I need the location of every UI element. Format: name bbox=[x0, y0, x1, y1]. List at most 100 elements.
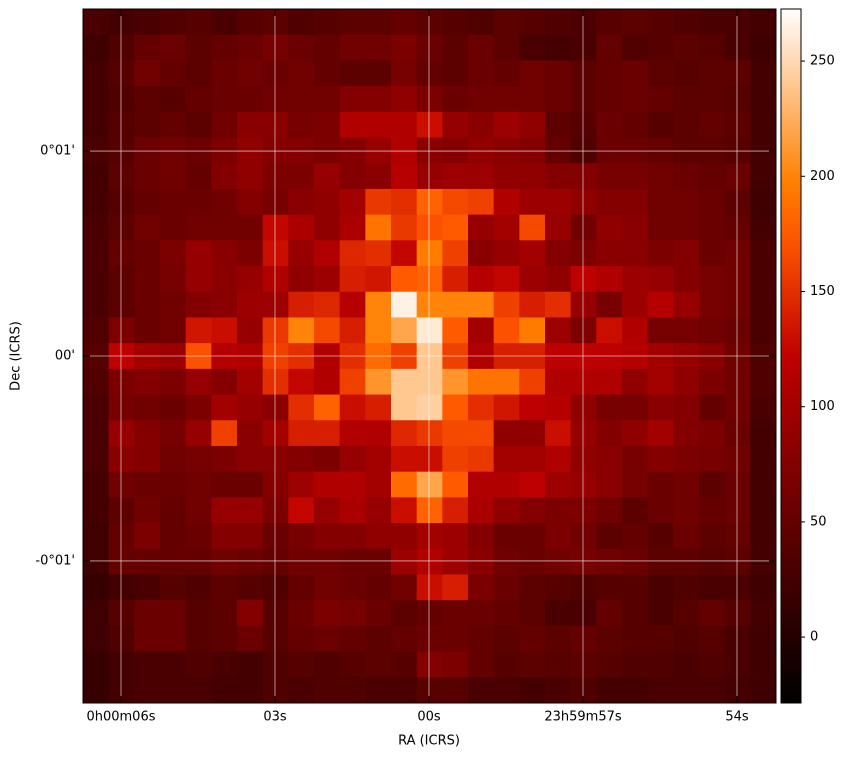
heatmap-cell bbox=[673, 497, 700, 524]
heatmap-cell bbox=[339, 368, 366, 396]
heatmap-cell bbox=[750, 651, 777, 678]
heatmap-cell bbox=[83, 394, 110, 421]
heatmap-cell bbox=[622, 420, 649, 447]
heatmap-cell bbox=[416, 214, 443, 241]
heatmap-cell bbox=[391, 266, 418, 293]
heatmap-cell bbox=[237, 523, 264, 550]
heatmap-cell bbox=[160, 163, 187, 190]
heatmap-cell bbox=[545, 137, 572, 164]
heatmap-cell bbox=[134, 625, 161, 653]
heatmap-cell bbox=[570, 394, 597, 421]
heatmap-cell bbox=[185, 625, 212, 653]
heatmap-cell bbox=[519, 163, 546, 190]
heatmap-cell bbox=[647, 34, 674, 61]
heatmap-cell bbox=[442, 523, 469, 550]
heatmap-cell bbox=[750, 163, 777, 190]
x-tick-label: 0h00m06s bbox=[86, 710, 155, 725]
heatmap-cell bbox=[622, 111, 649, 139]
heatmap-cell bbox=[108, 86, 135, 113]
colorbar-tick-label: 200 bbox=[810, 169, 835, 184]
heatmap-cell bbox=[262, 111, 289, 139]
heatmap-cell bbox=[185, 600, 212, 627]
heatmap-cell bbox=[468, 214, 495, 241]
heatmap-cell bbox=[134, 394, 161, 421]
heatmap-cell bbox=[83, 317, 110, 344]
heatmap-cell bbox=[288, 651, 315, 678]
heatmap-cell bbox=[750, 548, 777, 575]
heatmap-cell bbox=[365, 625, 392, 653]
heatmap-cell bbox=[468, 548, 495, 575]
heatmap-cell bbox=[647, 651, 674, 678]
heatmap-cell bbox=[468, 420, 495, 447]
heatmap-cell bbox=[699, 137, 726, 164]
heatmap-cell bbox=[237, 291, 264, 318]
heatmap-cell bbox=[134, 368, 161, 396]
heatmap-cell bbox=[108, 9, 135, 36]
heatmap-cell bbox=[750, 523, 777, 550]
heatmap-cell bbox=[442, 317, 469, 344]
heatmap-cell bbox=[750, 497, 777, 524]
heatmap-cell bbox=[288, 600, 315, 627]
heatmap-cell bbox=[724, 574, 751, 601]
heatmap-cell bbox=[83, 86, 110, 113]
heatmap-cell bbox=[262, 394, 289, 421]
heatmap-cell bbox=[185, 574, 212, 601]
heatmap-cell bbox=[108, 574, 135, 601]
heatmap-cell bbox=[134, 188, 161, 216]
heatmap-cell bbox=[237, 574, 264, 601]
heatmap-cell bbox=[570, 266, 597, 293]
heatmap-cell bbox=[391, 34, 418, 61]
heatmap-cell bbox=[185, 497, 212, 524]
heatmap-cell bbox=[493, 651, 520, 678]
heatmap-cell bbox=[493, 137, 520, 164]
heatmap-cell bbox=[391, 60, 418, 87]
heatmap-cell bbox=[339, 497, 366, 524]
heatmap-cell bbox=[570, 368, 597, 396]
heatmap-cell bbox=[339, 548, 366, 575]
heatmap-cell bbox=[699, 497, 726, 524]
heatmap-cell bbox=[596, 600, 623, 627]
heatmap-cell bbox=[468, 137, 495, 164]
heatmap-cell bbox=[160, 625, 187, 653]
heatmap-cell bbox=[262, 188, 289, 216]
heatmap-cells bbox=[83, 9, 777, 704]
heatmap-cell bbox=[416, 317, 443, 344]
heatmap-cell bbox=[442, 137, 469, 164]
heatmap-cell bbox=[596, 394, 623, 421]
heatmap-cell bbox=[391, 574, 418, 601]
heatmap-cell bbox=[314, 266, 341, 293]
heatmap-cell bbox=[416, 471, 443, 498]
heatmap-cell bbox=[442, 497, 469, 524]
heatmap-cell bbox=[724, 34, 751, 61]
heatmap-cell bbox=[545, 266, 572, 293]
heatmap-cell bbox=[262, 471, 289, 498]
heatmap-cell bbox=[237, 317, 264, 344]
heatmap-cell bbox=[519, 291, 546, 318]
heatmap-cell bbox=[724, 471, 751, 498]
heatmap-cell bbox=[288, 445, 315, 473]
heatmap-cell bbox=[442, 86, 469, 113]
heatmap-cell bbox=[108, 548, 135, 575]
heatmap-cell bbox=[416, 600, 443, 627]
heatmap-cell bbox=[339, 600, 366, 627]
heatmap-cell bbox=[391, 420, 418, 447]
heatmap-cell bbox=[108, 677, 135, 704]
y-tick-label: -0°01' bbox=[35, 553, 75, 568]
heatmap-cell bbox=[622, 471, 649, 498]
heatmap-cell bbox=[134, 266, 161, 293]
heatmap-cell bbox=[724, 163, 751, 190]
heatmap-cell bbox=[160, 497, 187, 524]
heatmap-cell bbox=[724, 291, 751, 318]
heatmap-cell bbox=[647, 188, 674, 216]
heatmap-cell bbox=[724, 240, 751, 267]
heatmap-cell bbox=[416, 34, 443, 61]
heatmap-cell bbox=[570, 188, 597, 216]
heatmap-cell bbox=[545, 497, 572, 524]
heatmap-cell bbox=[211, 677, 238, 704]
heatmap-cell bbox=[160, 600, 187, 627]
heatmap-cell bbox=[134, 523, 161, 550]
heatmap-cell bbox=[185, 266, 212, 293]
heatmap-cell bbox=[134, 9, 161, 36]
heatmap-cell bbox=[519, 471, 546, 498]
heatmap-cell bbox=[468, 266, 495, 293]
